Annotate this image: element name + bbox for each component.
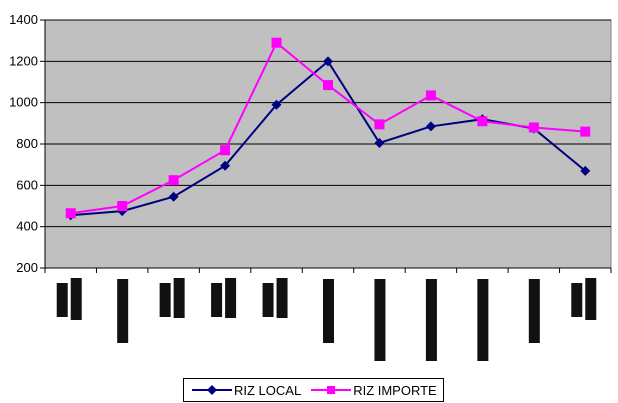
data-point <box>168 191 179 202</box>
legend-swatch-riz-local <box>192 385 232 395</box>
y-tick-label: 1400 <box>9 12 38 27</box>
legend-label-riz-importe: RIZ IMPORTE <box>353 382 437 398</box>
data-point <box>580 126 591 137</box>
data-point <box>220 160 231 171</box>
y-tick-label: 800 <box>16 136 38 151</box>
data-point <box>374 119 385 130</box>
data-point <box>220 145 231 156</box>
axes <box>40 19 612 273</box>
legend-label-riz-local: RIZ LOCAL <box>234 382 302 398</box>
x-tick-label <box>425 279 437 361</box>
data-point <box>425 90 436 101</box>
legend-item-riz-importe: RIZ IMPORTE <box>309 383 437 398</box>
legend-swatch-riz-importe <box>311 386 352 394</box>
y-tick-label: 1200 <box>9 53 38 68</box>
data-point <box>65 208 76 219</box>
data-point <box>117 201 128 211</box>
data-point <box>271 37 282 48</box>
data-point <box>271 99 282 110</box>
data-point <box>168 175 179 186</box>
x-tick-label <box>477 279 489 361</box>
legend: RIZ LOCAL RIZ IMPORTE <box>183 378 444 402</box>
x-axis-tick-labels <box>56 278 597 361</box>
x-tick-label <box>117 279 129 343</box>
line-chart: 200 400 600 800 1000 1200 1400 <box>9 12 612 361</box>
data-point <box>425 121 436 132</box>
x-tick-label <box>262 278 288 318</box>
data-point <box>323 80 333 91</box>
data-point <box>477 116 488 127</box>
x-tick-label <box>56 278 82 320</box>
y-tick-label: 1000 <box>9 95 38 110</box>
y-tick-label: 600 <box>16 177 38 192</box>
data-point <box>323 56 333 67</box>
x-tick-label <box>211 278 237 318</box>
y-tick-label: 400 <box>16 219 38 234</box>
y-axis-tick-labels: 200 400 600 800 1000 1200 1400 <box>9 12 38 275</box>
data-point <box>374 137 385 148</box>
x-tick-label <box>374 279 386 361</box>
x-tick-label <box>528 279 540 343</box>
series-group <box>65 37 591 221</box>
x-tick-label <box>571 278 597 320</box>
legend-item-riz-local: RIZ LOCAL <box>190 383 301 398</box>
y-tick-label: 200 <box>16 260 38 275</box>
x-tick-label <box>159 278 185 318</box>
data-point <box>580 165 591 176</box>
x-tick-label <box>323 279 334 343</box>
data-point <box>528 122 539 133</box>
